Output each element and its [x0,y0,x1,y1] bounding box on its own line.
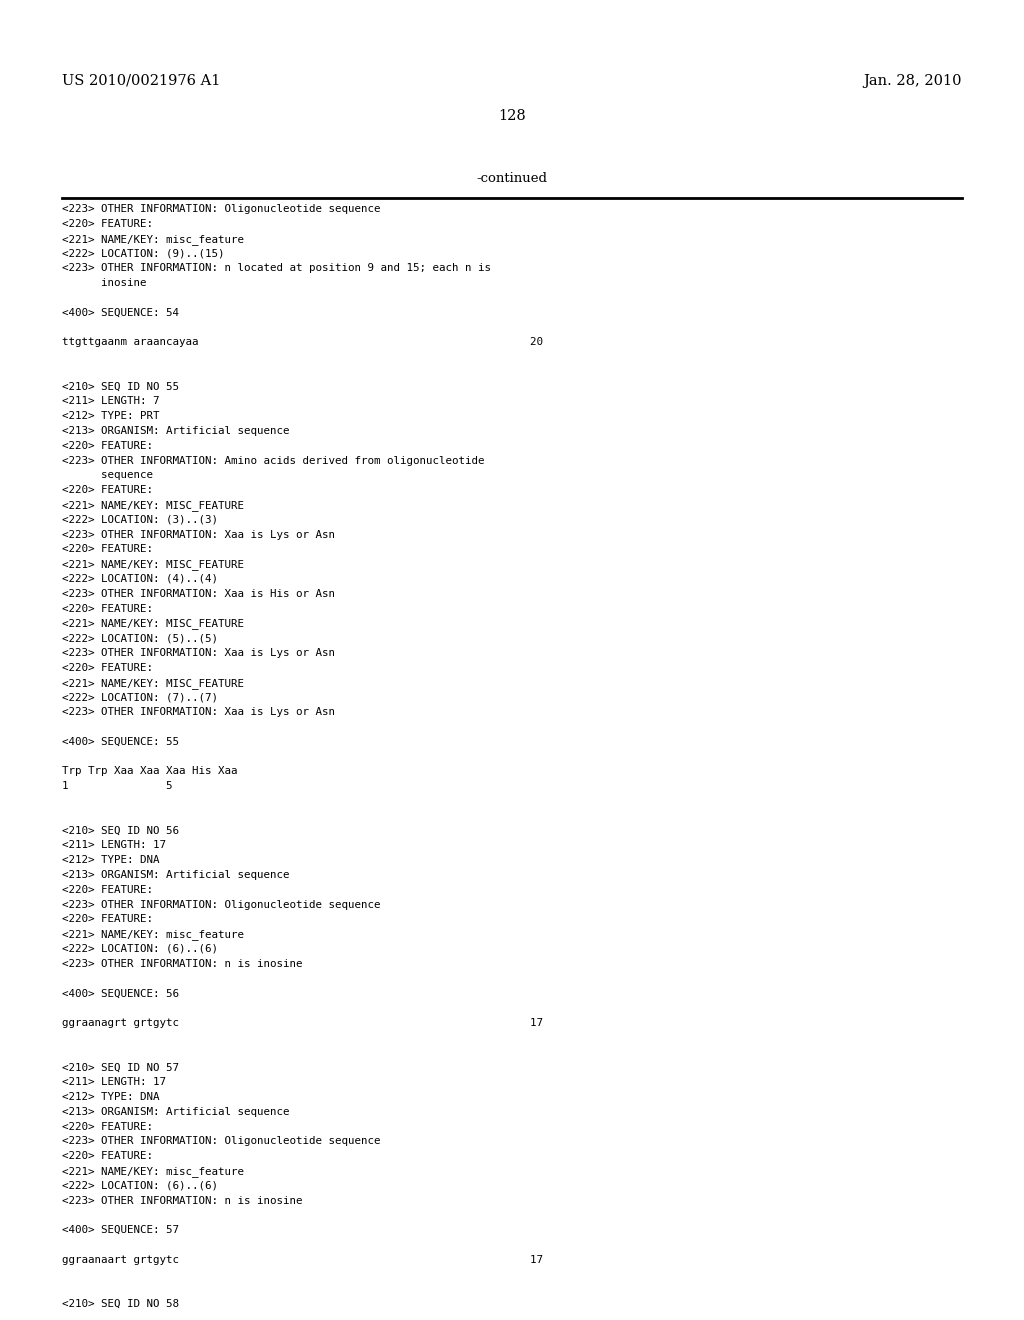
Text: <211> LENGTH: 17: <211> LENGTH: 17 [62,841,166,850]
Text: <222> LOCATION: (5)..(5): <222> LOCATION: (5)..(5) [62,634,218,643]
Text: <222> LOCATION: (6)..(6): <222> LOCATION: (6)..(6) [62,1181,218,1191]
Text: <213> ORGANISM: Artificial sequence: <213> ORGANISM: Artificial sequence [62,426,290,436]
Text: <220> FEATURE:: <220> FEATURE: [62,603,153,614]
Text: 1               5: 1 5 [62,781,172,791]
Text: <221> NAME/KEY: MISC_FEATURE: <221> NAME/KEY: MISC_FEATURE [62,618,244,630]
Text: <220> FEATURE:: <220> FEATURE: [62,544,153,554]
Text: <223> OTHER INFORMATION: Xaa is Lys or Asn: <223> OTHER INFORMATION: Xaa is Lys or A… [62,648,335,657]
Text: <220> FEATURE:: <220> FEATURE: [62,486,153,495]
Text: <223> OTHER INFORMATION: Xaa is His or Asn: <223> OTHER INFORMATION: Xaa is His or A… [62,589,335,599]
Text: <212> TYPE: DNA: <212> TYPE: DNA [62,1092,160,1102]
Text: <223> OTHER INFORMATION: Oligonucleotide sequence: <223> OTHER INFORMATION: Oligonucleotide… [62,1137,381,1146]
Text: ggraanaart grtgytc                                                      17: ggraanaart grtgytc 17 [62,1255,543,1265]
Text: <220> FEATURE:: <220> FEATURE: [62,219,153,228]
Text: US 2010/0021976 A1: US 2010/0021976 A1 [62,74,220,88]
Text: <212> TYPE: DNA: <212> TYPE: DNA [62,855,160,865]
Text: -continued: -continued [476,172,548,185]
Text: Trp Trp Xaa Xaa Xaa His Xaa: Trp Trp Xaa Xaa Xaa His Xaa [62,767,238,776]
Text: <223> OTHER INFORMATION: Xaa is Lys or Asn: <223> OTHER INFORMATION: Xaa is Lys or A… [62,708,335,717]
Text: <210> SEQ ID NO 56: <210> SEQ ID NO 56 [62,825,179,836]
Text: <221> NAME/KEY: MISC_FEATURE: <221> NAME/KEY: MISC_FEATURE [62,560,244,570]
Text: <223> OTHER INFORMATION: Xaa is Lys or Asn: <223> OTHER INFORMATION: Xaa is Lys or A… [62,529,335,540]
Text: <222> LOCATION: (7)..(7): <222> LOCATION: (7)..(7) [62,693,218,702]
Text: <220> FEATURE:: <220> FEATURE: [62,441,153,451]
Text: <211> LENGTH: 7: <211> LENGTH: 7 [62,396,160,407]
Text: sequence: sequence [62,470,153,480]
Text: 128: 128 [498,110,526,123]
Text: <400> SEQUENCE: 54: <400> SEQUENCE: 54 [62,308,179,318]
Text: ttgttgaanm araancayaa                                                   20: ttgttgaanm araancayaa 20 [62,337,543,347]
Text: <212> TYPE: PRT: <212> TYPE: PRT [62,412,160,421]
Text: <210> SEQ ID NO 55: <210> SEQ ID NO 55 [62,381,179,392]
Text: <222> LOCATION: (6)..(6): <222> LOCATION: (6)..(6) [62,944,218,954]
Text: <400> SEQUENCE: 56: <400> SEQUENCE: 56 [62,989,179,998]
Text: <220> FEATURE:: <220> FEATURE: [62,1122,153,1131]
Text: inosine: inosine [62,279,146,288]
Text: <211> LENGTH: 17: <211> LENGTH: 17 [62,1077,166,1088]
Text: <223> OTHER INFORMATION: Oligonucleotide sequence: <223> OTHER INFORMATION: Oligonucleotide… [62,205,381,214]
Text: <400> SEQUENCE: 57: <400> SEQUENCE: 57 [62,1225,179,1236]
Text: <223> OTHER INFORMATION: Oligonucleotide sequence: <223> OTHER INFORMATION: Oligonucleotide… [62,900,381,909]
Text: <222> LOCATION: (9)..(15): <222> LOCATION: (9)..(15) [62,248,224,259]
Text: <221> NAME/KEY: MISC_FEATURE: <221> NAME/KEY: MISC_FEATURE [62,500,244,511]
Text: ggraanagrt grtgytc                                                      17: ggraanagrt grtgytc 17 [62,1018,543,1028]
Text: Jan. 28, 2010: Jan. 28, 2010 [863,74,962,88]
Text: <223> OTHER INFORMATION: n is inosine: <223> OTHER INFORMATION: n is inosine [62,958,302,969]
Text: <223> OTHER INFORMATION: Amino acids derived from oligonucleotide: <223> OTHER INFORMATION: Amino acids der… [62,455,484,466]
Text: <400> SEQUENCE: 55: <400> SEQUENCE: 55 [62,737,179,747]
Text: <213> ORGANISM: Artificial sequence: <213> ORGANISM: Artificial sequence [62,1106,290,1117]
Text: <213> ORGANISM: Artificial sequence: <213> ORGANISM: Artificial sequence [62,870,290,880]
Text: <220> FEATURE:: <220> FEATURE: [62,663,153,673]
Text: <220> FEATURE:: <220> FEATURE: [62,884,153,895]
Text: <210> SEQ ID NO 57: <210> SEQ ID NO 57 [62,1063,179,1072]
Text: <223> OTHER INFORMATION: n located at position 9 and 15; each n is: <223> OTHER INFORMATION: n located at po… [62,263,490,273]
Text: <223> OTHER INFORMATION: n is inosine: <223> OTHER INFORMATION: n is inosine [62,1196,302,1205]
Text: <220> FEATURE:: <220> FEATURE: [62,915,153,924]
Text: <221> NAME/KEY: misc_feature: <221> NAME/KEY: misc_feature [62,234,244,244]
Text: <210> SEQ ID NO 58: <210> SEQ ID NO 58 [62,1299,179,1309]
Text: <221> NAME/KEY: misc_feature: <221> NAME/KEY: misc_feature [62,929,244,940]
Text: <221> NAME/KEY: misc_feature: <221> NAME/KEY: misc_feature [62,1166,244,1177]
Text: <220> FEATURE:: <220> FEATURE: [62,1151,153,1162]
Text: <222> LOCATION: (3)..(3): <222> LOCATION: (3)..(3) [62,515,218,525]
Text: <221> NAME/KEY: MISC_FEATURE: <221> NAME/KEY: MISC_FEATURE [62,677,244,689]
Text: <222> LOCATION: (4)..(4): <222> LOCATION: (4)..(4) [62,574,218,583]
